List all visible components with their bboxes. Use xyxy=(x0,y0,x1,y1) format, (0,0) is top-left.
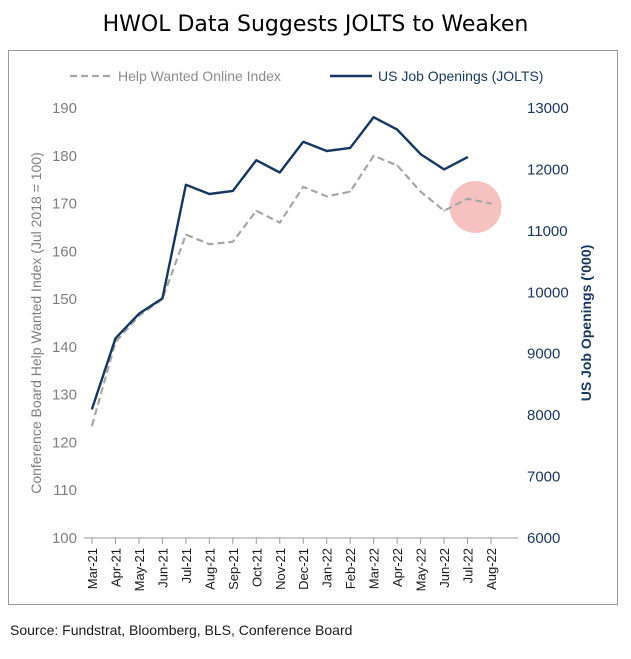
data-point-jolts xyxy=(349,147,351,149)
series-line-hwol xyxy=(90,154,492,427)
chart-frame xyxy=(8,50,618,605)
x-tick-label: Mar-21 xyxy=(85,548,100,589)
x-tick-label: Sep-21 xyxy=(226,548,241,590)
data-point-jolts xyxy=(302,140,305,143)
y-left-tick-label: 150 xyxy=(52,291,77,308)
x-tick-label: Oct-21 xyxy=(249,548,264,587)
data-point-jolts xyxy=(325,150,328,152)
data-point-jolts xyxy=(114,337,117,340)
x-tick-label: Jun-21 xyxy=(155,548,170,588)
y-left-axis-title: Conference Board Help Wanted Index (Jul … xyxy=(28,152,44,494)
data-point-jolts xyxy=(91,408,93,410)
x-tick-label: Apr-22 xyxy=(390,548,405,587)
data-point-hwol xyxy=(208,243,211,245)
y-left-tick-label: 190 xyxy=(52,100,77,117)
y-right-tick-label: 12000 xyxy=(527,161,569,178)
data-point-jolts xyxy=(138,312,140,315)
data-point-hwol xyxy=(302,186,305,188)
x-tick-label: Aug-22 xyxy=(484,548,499,590)
x-tick-label: Jun-22 xyxy=(437,548,452,588)
x-tick-label: Feb-22 xyxy=(343,548,358,589)
legend-label-jolts: US Job Openings (JOLTS) xyxy=(378,68,543,84)
data-point-hwol xyxy=(278,221,281,224)
data-point-jolts xyxy=(208,193,211,195)
data-point-hwol xyxy=(255,209,258,212)
y-left-tick-label: 160 xyxy=(52,243,77,260)
data-point-jolts xyxy=(372,116,375,119)
y-right-tick-label: 11000 xyxy=(527,223,568,240)
source-note: Source: Fundstrat, Bloomberg, BLS, Confe… xyxy=(10,622,353,638)
data-point-hwol xyxy=(396,164,398,167)
data-point-jolts xyxy=(396,128,398,131)
data-point-hwol xyxy=(466,197,469,200)
x-tick-label: May-22 xyxy=(414,548,429,591)
y-right-axis-title: US Job Openings ('000) xyxy=(578,245,594,402)
data-point-jolts xyxy=(161,297,164,300)
x-tick-label: Nov-21 xyxy=(273,548,288,590)
data-point-hwol xyxy=(490,202,492,205)
data-point-hwol xyxy=(232,240,234,243)
data-point-jolts xyxy=(232,190,234,192)
data-point-hwol xyxy=(91,424,93,427)
x-tick-label: Aug-21 xyxy=(202,548,217,590)
x-tick-label: Jan-22 xyxy=(320,548,335,588)
y-left-tick-label: 120 xyxy=(52,434,77,451)
x-tick-label: Apr-21 xyxy=(108,548,123,587)
y-left-tick-label: 180 xyxy=(52,148,77,165)
data-point-hwol xyxy=(349,190,351,193)
data-point-jolts xyxy=(419,153,422,155)
y-right-tick-label: 6000 xyxy=(527,530,560,547)
x-tick-label: Jul-21 xyxy=(179,548,194,583)
data-point-jolts xyxy=(278,171,281,174)
data-point-hwol xyxy=(372,154,375,157)
highlight-circle xyxy=(449,181,502,233)
data-point-jolts xyxy=(443,168,445,171)
y-left-tick-label: 140 xyxy=(52,339,77,356)
page-title: HWOL Data Suggests JOLTS to Weaken xyxy=(102,12,529,37)
data-point-hwol xyxy=(419,190,422,193)
data-point-jolts xyxy=(466,156,469,158)
y-left-tick-label: 170 xyxy=(52,196,77,213)
data-point-jolts xyxy=(185,183,187,186)
y-right-tick-label: 13000 xyxy=(527,100,569,117)
y-left-tick-label: 110 xyxy=(53,482,77,499)
x-tick-label: Dec-21 xyxy=(296,548,311,590)
legend-label-hwol: Help Wanted Online Index xyxy=(118,68,281,84)
data-point-hwol xyxy=(185,233,187,236)
y-right-tick-label: 10000 xyxy=(527,284,569,301)
y-left-tick-label: 130 xyxy=(52,387,77,404)
data-point-jolts xyxy=(255,159,258,162)
y-left-tick-label: 100 xyxy=(52,530,77,547)
y-right-tick-label: 7000 xyxy=(527,469,560,486)
y-right-tick-label: 9000 xyxy=(527,346,560,363)
series-line-jolts xyxy=(90,116,469,410)
data-point-hwol xyxy=(443,209,445,212)
data-point-hwol xyxy=(325,195,328,198)
y-right-tick-label: 8000 xyxy=(527,407,560,424)
x-tick-label: May-21 xyxy=(132,548,147,591)
x-tick-label: Mar-22 xyxy=(367,548,382,589)
x-tick-label: Jul-22 xyxy=(461,548,476,583)
